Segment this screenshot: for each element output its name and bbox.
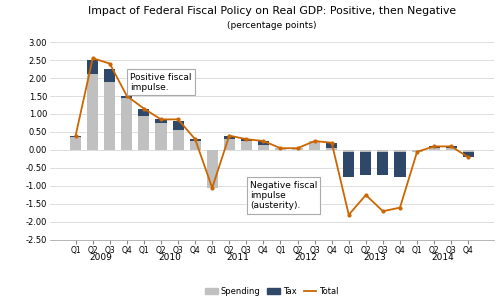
Bar [292,148,303,150]
Bar [241,141,252,150]
Bar [258,145,269,150]
Bar [446,146,457,148]
Bar [258,141,269,145]
Text: 2010: 2010 [158,253,181,262]
Bar [275,148,286,150]
Bar [377,152,388,175]
Bar [394,150,406,152]
Bar [70,136,81,137]
Text: 2013: 2013 [363,253,386,262]
Bar [190,141,201,150]
Bar [463,150,474,152]
Bar [121,96,132,98]
Bar [446,148,457,150]
Text: Positive fiscal
impulse.: Positive fiscal impulse. [130,73,192,92]
Text: 2011: 2011 [227,253,249,262]
Bar [173,130,184,150]
Bar [156,123,167,150]
Bar [70,137,81,150]
Text: Negative fiscal
impulse
(austerity).: Negative fiscal impulse (austerity). [250,181,317,210]
Text: 2009: 2009 [90,253,113,262]
Bar [138,116,150,150]
Bar [343,152,354,177]
Bar [429,146,440,148]
Text: Impact of Federal Fiscal Policy on Real GDP: Positive, then Negative: Impact of Federal Fiscal Policy on Real … [88,6,456,16]
Text: (percentage points): (percentage points) [227,21,317,30]
Bar [121,98,132,150]
Bar [377,150,388,152]
Legend: Spending, Tax, Total: Spending, Tax, Total [202,284,342,299]
Bar [429,148,440,150]
Bar [104,69,115,82]
Bar [326,148,337,150]
Bar [326,143,337,148]
Bar [241,139,252,141]
Bar [173,121,184,130]
Bar [87,60,98,74]
Bar [207,150,218,188]
Bar [104,82,115,150]
Bar [394,152,406,177]
Bar [309,141,320,150]
Bar [412,150,423,152]
Bar [156,119,167,123]
Bar [360,150,371,152]
Bar [138,109,150,116]
Bar [224,139,235,150]
Text: 2014: 2014 [431,253,454,262]
Bar [224,136,235,139]
Bar [360,152,371,175]
Bar [463,152,474,157]
Bar [87,74,98,150]
Text: 2012: 2012 [295,253,317,262]
Bar [343,150,354,152]
Bar [190,139,201,141]
